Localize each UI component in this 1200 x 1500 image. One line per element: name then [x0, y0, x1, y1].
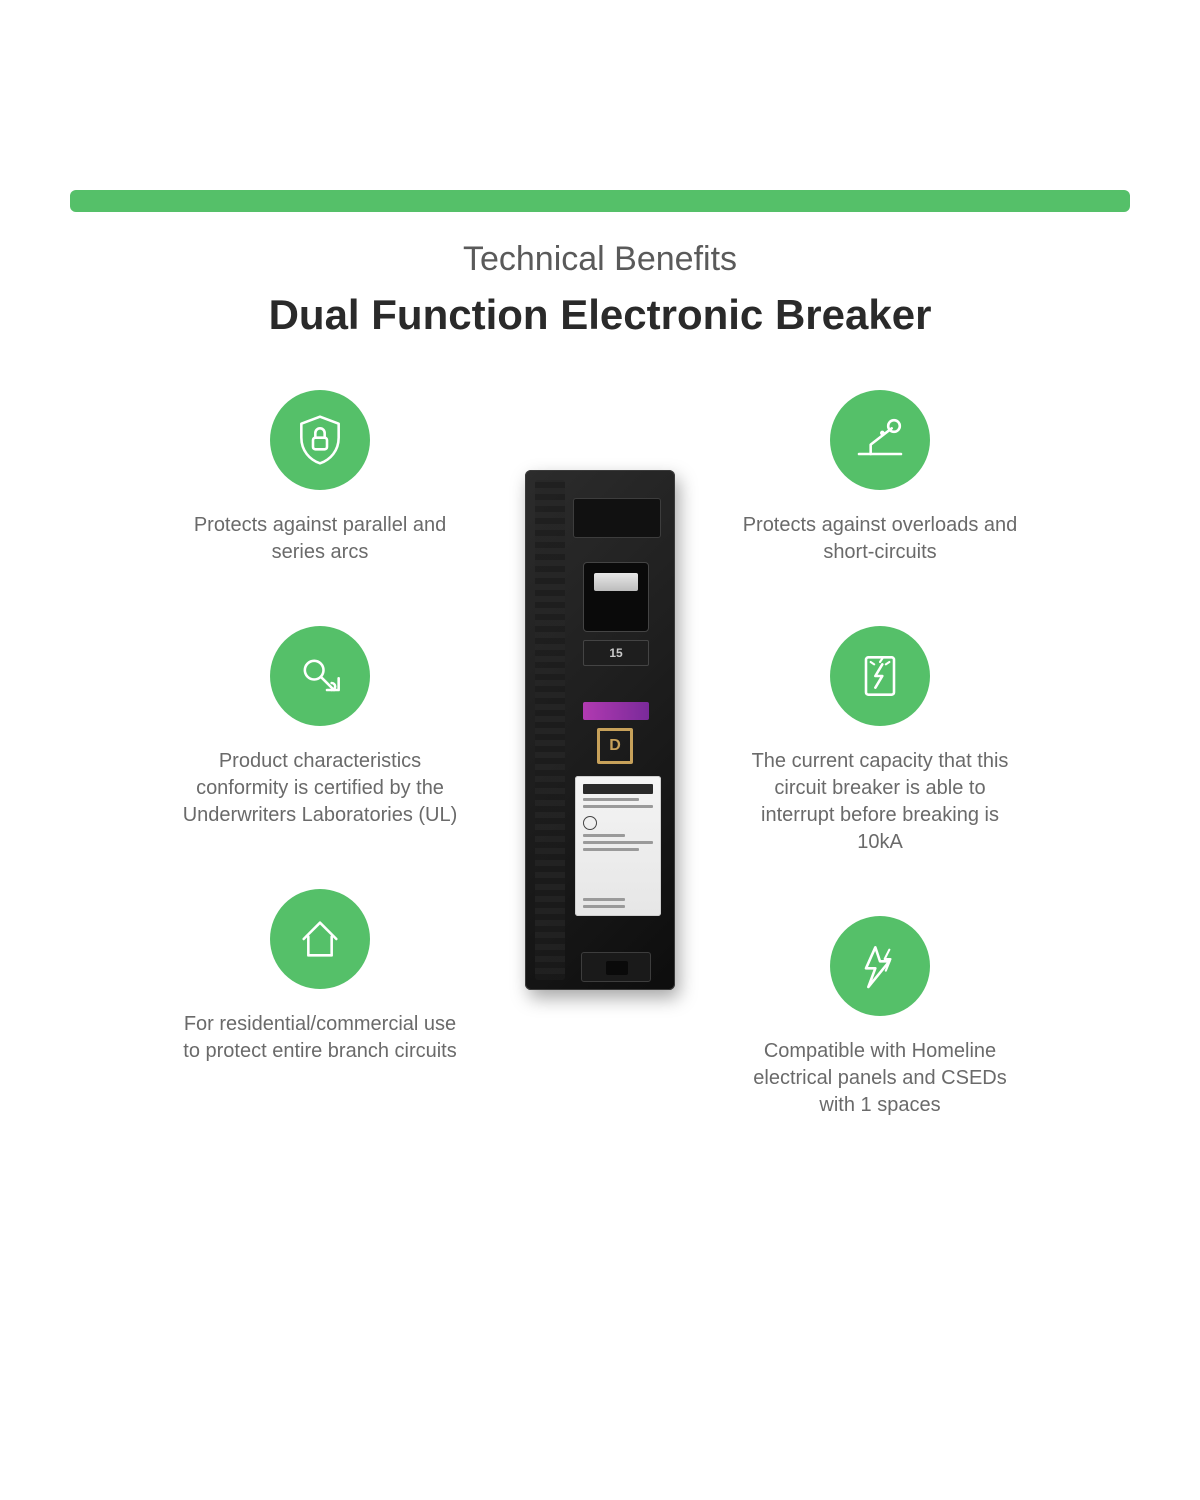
bolts-icon: [830, 916, 930, 1016]
feature-compatibility: Compatible with Homeline electrical pane…: [720, 916, 1040, 1119]
feature-overload-protection: Protects against overloads and short-cir…: [720, 390, 1040, 566]
feature-interrupt-capacity: The current capacity that this circuit b…: [720, 626, 1040, 856]
puzzle-icon: [270, 626, 370, 726]
right-column: Protects against overloads and short-cir…: [720, 390, 1040, 1179]
feature-text: Product characteristics conformity is ce…: [180, 748, 460, 829]
feature-text: Protects against overloads and short-cir…: [740, 512, 1020, 566]
breaker-illustration: 15 D: [525, 470, 675, 990]
page-subtitle: Technical Benefits: [0, 240, 1200, 279]
spark-doc-icon: [830, 626, 930, 726]
feature-text: For residential/commercial use to protec…: [180, 1011, 460, 1065]
product-column: 15 D: [490, 390, 710, 990]
feature-arc-protection: Protects against parallel and series arc…: [160, 390, 480, 566]
accent-bar: [70, 190, 1130, 212]
lever-icon: [830, 390, 930, 490]
feature-text: The current capacity that this circuit b…: [740, 748, 1020, 856]
features-layout: Protects against parallel and series arc…: [0, 390, 1200, 1179]
page-title: Dual Function Electronic Breaker: [0, 291, 1200, 339]
header: Technical Benefits Dual Function Electro…: [0, 240, 1200, 339]
amp-rating: 15: [583, 640, 649, 666]
feature-ul-certified: Product characteristics conformity is ce…: [160, 626, 480, 829]
left-column: Protects against parallel and series arc…: [160, 390, 480, 1125]
shield-lock-icon: [270, 390, 370, 490]
feature-text: Compatible with Homeline electrical pane…: [740, 1038, 1020, 1119]
house-icon: [270, 889, 370, 989]
feature-text: Protects against parallel and series arc…: [180, 512, 460, 566]
feature-residential: For residential/commercial use to protec…: [160, 889, 480, 1065]
